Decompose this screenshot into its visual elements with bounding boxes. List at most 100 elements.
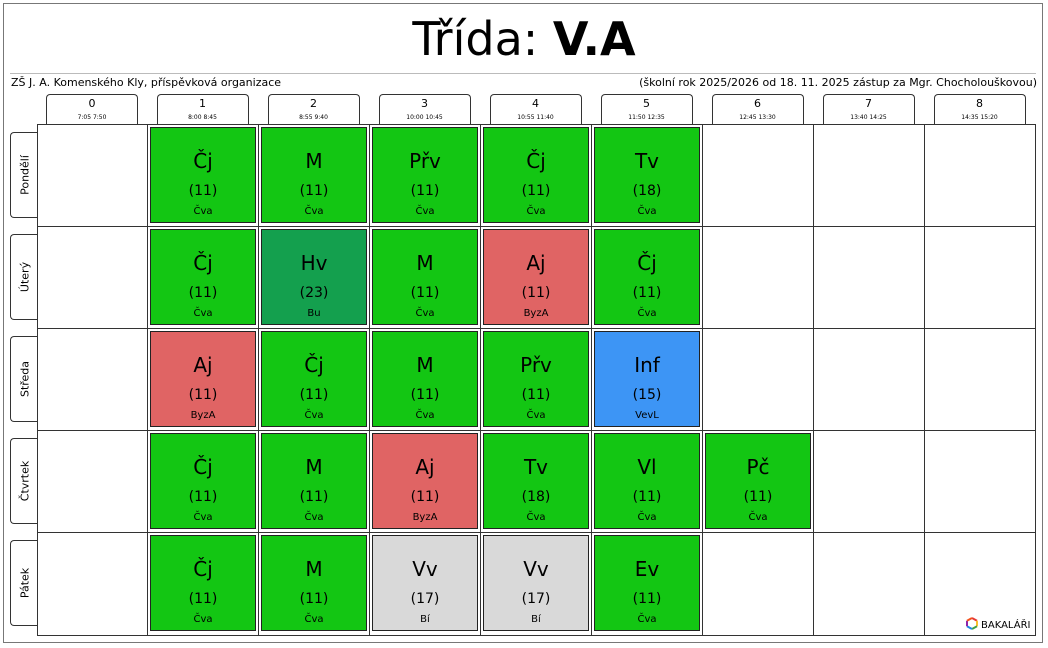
lesson-subject: M — [416, 251, 434, 275]
lesson-teacher: ByzA — [412, 512, 438, 523]
lesson-cell[interactable]: M (11) Čva — [372, 331, 478, 427]
lesson-cell[interactable]: M (11) Čva — [372, 229, 478, 325]
lesson-cell[interactable]: Vl (11) Čva — [594, 433, 700, 529]
lesson-room: (11) — [299, 591, 329, 607]
lesson-subject: Čj — [193, 149, 213, 173]
lesson-room: (11) — [188, 285, 218, 301]
lesson-teacher: Čva — [193, 308, 213, 319]
lesson-teacher: Čva — [526, 512, 546, 523]
period-time: 10:55 11:40 — [517, 114, 554, 121]
lesson-cell[interactable]: M (11) Čva — [261, 127, 367, 223]
lesson-cell[interactable]: Aj (11) ByzA — [150, 331, 256, 427]
lesson-teacher: Čva — [193, 614, 213, 625]
lesson-teacher: Čva — [526, 206, 546, 217]
bakalari-logo-icon — [966, 617, 978, 635]
lesson-subject: Aj — [526, 251, 546, 275]
lesson-teacher: Čva — [415, 410, 435, 421]
lesson-room: (11) — [632, 285, 662, 301]
lesson-room: (11) — [299, 489, 329, 505]
day-name: Středa — [18, 360, 31, 398]
day-name: Pondělí — [18, 155, 31, 195]
grid-column-line — [480, 125, 481, 635]
lesson-room: (11) — [188, 387, 218, 403]
schedule-info: (školní rok 2025/2026 od 18. 11. 2025 zá… — [639, 76, 1037, 89]
lesson-cell[interactable]: Čj (11) Čva — [150, 127, 256, 223]
period-number: 1 — [199, 97, 206, 110]
period-time: 8:55 9:40 — [299, 114, 328, 121]
lesson-cell[interactable]: Vv (17) Bí — [372, 535, 478, 631]
lesson-room: (11) — [299, 183, 329, 199]
lesson-subject: Ev — [634, 557, 660, 581]
day-label-4: Pátek — [10, 540, 38, 626]
lesson-cell[interactable]: Čj (11) Čva — [483, 127, 589, 223]
lesson-cell[interactable]: Tv (18) Čva — [483, 433, 589, 529]
lesson-cell[interactable]: Aj (11) ByzA — [483, 229, 589, 325]
lesson-cell[interactable]: M (11) Čva — [261, 535, 367, 631]
lesson-cell[interactable]: Čj (11) Čva — [594, 229, 700, 325]
lesson-cell[interactable]: Přv (11) Čva — [483, 331, 589, 427]
lesson-room: (17) — [521, 591, 551, 607]
lesson-teacher: Čva — [304, 512, 324, 523]
lesson-room: (11) — [410, 183, 440, 199]
period-number: 5 — [643, 97, 650, 110]
lesson-cell[interactable]: M (11) Čva — [261, 433, 367, 529]
class-name: V.A — [552, 12, 636, 66]
lesson-cell[interactable]: Pč (11) Čva — [705, 433, 811, 529]
lesson-subject: Čj — [526, 149, 546, 173]
grid-column-line — [591, 125, 592, 635]
period-header-7: 7 13:40 14:25 — [822, 94, 915, 124]
lesson-subject: Vv — [412, 557, 438, 581]
period-number: 2 — [310, 97, 317, 110]
lesson-teacher: Čva — [526, 410, 546, 421]
lesson-cell[interactable]: Tv (18) Čva — [594, 127, 700, 223]
lesson-subject: Aj — [415, 455, 435, 479]
lesson-room: (11) — [299, 387, 329, 403]
lesson-subject: Inf — [634, 353, 660, 377]
period-header-5: 5 11:50 12:35 — [600, 94, 693, 124]
lesson-teacher: Čva — [748, 512, 768, 523]
lesson-room: (11) — [521, 183, 551, 199]
period-time: 13:40 14:25 — [850, 114, 887, 121]
lesson-room: (17) — [410, 591, 440, 607]
period-header-2: 2 8:55 9:40 — [267, 94, 360, 124]
lesson-subject: Tv — [634, 149, 660, 173]
lesson-subject: Hv — [300, 251, 328, 275]
lesson-cell[interactable]: Přv (11) Čva — [372, 127, 478, 223]
grid-column-line — [924, 125, 925, 635]
period-time: 7:05 7:50 — [77, 114, 107, 121]
grid-column-line — [813, 125, 814, 635]
period-time: 12:45 13:30 — [739, 114, 776, 121]
period-header-6: 6 12:45 13:30 — [711, 94, 804, 124]
lesson-cell[interactable]: Čj (11) Čva — [150, 433, 256, 529]
lesson-cell[interactable]: Ev (11) Čva — [594, 535, 700, 631]
lesson-cell[interactable]: Aj (11) ByzA — [372, 433, 478, 529]
period-header-0: 0 7:05 7:50 — [46, 94, 138, 124]
grid-column-line — [369, 125, 370, 635]
bakalari-logo-text: BAKALÁŘI — [981, 620, 1031, 631]
lesson-subject: Čj — [304, 353, 324, 377]
grid-column-line — [258, 125, 259, 635]
lesson-teacher: VevL — [635, 410, 659, 421]
period-time: 10:00 10:45 — [406, 114, 443, 121]
bakalari-logo: BAKALÁŘI — [966, 617, 1030, 635]
lesson-room: (11) — [410, 387, 440, 403]
day-name: Čtvrtek — [18, 460, 31, 502]
lesson-room: (11) — [743, 489, 773, 505]
lesson-teacher: Čva — [637, 614, 657, 625]
lesson-cell[interactable]: Čj (11) Čva — [261, 331, 367, 427]
lesson-cell[interactable]: Inf (15) VevL — [594, 331, 700, 427]
lesson-cell[interactable]: Hv (23) Bu — [261, 229, 367, 325]
lesson-subject: Přv — [409, 149, 441, 173]
lesson-cell[interactable]: Vv (17) Bí — [483, 535, 589, 631]
lesson-room: (11) — [410, 285, 440, 301]
lesson-cell[interactable]: Čj (11) Čva — [150, 229, 256, 325]
lesson-subject: Tv — [523, 455, 549, 479]
lesson-cell[interactable]: Čj (11) Čva — [150, 535, 256, 631]
page-frame — [3, 3, 1043, 643]
title-divider — [10, 73, 1036, 74]
period-header-3: 3 10:00 10:45 — [378, 94, 471, 124]
lesson-subject: Čj — [637, 251, 657, 275]
lesson-subject: M — [305, 557, 323, 581]
day-label-0: Pondělí — [10, 132, 38, 218]
grid-row-line — [38, 532, 1035, 533]
